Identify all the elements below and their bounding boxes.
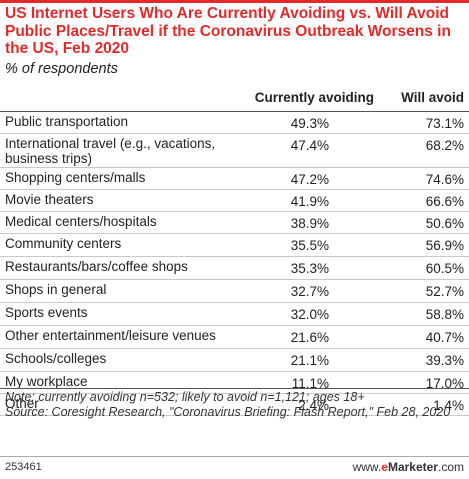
value-will-avoid: 17.0% — [425, 376, 464, 391]
value-currently-avoiding: 32.7% — [290, 284, 329, 299]
table-row: Other 2.4% 1.4% — [0, 394, 469, 416]
row-label: International travel (e.g., vacations, b… — [5, 136, 216, 166]
value-currently-avoiding: 11.1% — [291, 376, 329, 391]
chart-title: US Internet Users Who Are Currently Avoi… — [5, 5, 451, 57]
value-will-avoid: 50.6% — [425, 216, 464, 231]
table-row: Schools/colleges 21.1% 39.3% — [0, 349, 469, 372]
value-will-avoid: 74.6% — [425, 172, 464, 187]
brand-name: Marketer — [387, 460, 438, 474]
brand-e: e — [381, 460, 388, 474]
chart-id: 253461 — [5, 461, 42, 473]
value-currently-avoiding: 21.6% — [290, 330, 329, 345]
value-currently-avoiding: 35.5% — [290, 238, 329, 253]
note-text: Note: currently avoiding n=532; likely t… — [5, 390, 365, 404]
table-row: Shopping centers/malls 47.2% 74.6% — [0, 168, 469, 190]
row-label: Shopping centers/malls — [5, 170, 146, 185]
value-will-avoid: 66.6% — [425, 194, 464, 209]
footer-divider — [0, 456, 469, 457]
row-label: Other — [5, 396, 39, 411]
table-row: Restaurants/bars/coffee shops 35.3% 60.5% — [0, 257, 469, 280]
row-label: My workplace — [5, 374, 88, 389]
table-row: My workplace 11.1% 17.0% — [0, 372, 469, 394]
value-currently-avoiding: 38.9% — [290, 216, 329, 231]
column-header-will-avoid: Will avoid — [401, 90, 464, 105]
value-will-avoid: 73.1% — [425, 116, 464, 131]
row-label: Community centers — [5, 236, 122, 251]
value-will-avoid: 68.2% — [425, 138, 464, 153]
source-text: Source: Coresight Research, "Coronavirus… — [5, 404, 451, 419]
row-label: Public transportation — [5, 114, 129, 129]
column-header-currently-avoiding: Currently avoiding — [254, 90, 374, 105]
value-currently-avoiding: 21.1% — [290, 353, 329, 368]
table-row: Public transportation 49.3% 73.1% — [0, 112, 469, 134]
brand-prefix: www. — [352, 460, 382, 474]
table-header: Currently avoiding Will avoid — [0, 90, 469, 112]
header-divider — [0, 111, 469, 112]
value-currently-avoiding: 47.4% — [290, 138, 329, 153]
table-row: Shops in general 32.7% 52.7% — [0, 280, 469, 303]
value-currently-avoiding: 47.2% — [290, 172, 329, 187]
chart-subtitle: % of respondents — [5, 61, 118, 77]
value-will-avoid: 58.8% — [425, 307, 464, 322]
table-row: Other entertainment/leisure venues 21.6% 4… — [0, 326, 469, 349]
value-currently-avoiding: 41.9% — [290, 194, 329, 209]
value-will-avoid: 1.4% — [433, 398, 464, 413]
row-label: Shops in general — [5, 282, 107, 297]
table-row: Sports events 32.0% 58.8% — [0, 303, 469, 326]
table-row: Movie theaters 41.9% 66.6% — [0, 190, 469, 212]
value-will-avoid: 39.3% — [425, 353, 464, 368]
value-will-avoid: 40.7% — [425, 330, 464, 345]
brand-suffix: .com — [437, 460, 464, 474]
row-label: Sports events — [5, 305, 88, 320]
row-label: Restaurants/bars/coffee shops — [5, 259, 188, 274]
note-block: Note: currently avoiding n=532; likely t… — [5, 390, 465, 419]
value-currently-avoiding: 35.3% — [290, 261, 329, 276]
row-label: Schools/colleges — [5, 351, 107, 366]
value-currently-avoiding: 32.0% — [290, 307, 329, 322]
row-label: Medical centers/hospitals — [5, 214, 157, 229]
value-will-avoid: 52.7% — [425, 284, 464, 299]
table-row: Medical centers/hospitals 38.9% 50.6% — [0, 212, 469, 234]
row-label: Other entertainment/leisure venues — [5, 328, 216, 343]
top-accent-rule — [0, 0, 469, 3]
brand-logo: www.eMarketer.com — [353, 460, 464, 474]
value-currently-avoiding: 49.3% — [290, 116, 329, 131]
table-row: Community centers 35.5% 56.9% — [0, 234, 469, 257]
row-label: Movie theaters — [5, 192, 94, 207]
value-currently-avoiding: 2.4% — [298, 398, 329, 413]
value-will-avoid: 56.9% — [425, 238, 464, 253]
data-table: Public transportation 49.3% 73.1% Internati… — [0, 112, 469, 416]
value-will-avoid: 60.5% — [425, 261, 464, 276]
table-bottom-divider — [0, 388, 469, 389]
table-row: International travel (e.g., vacations, b… — [0, 134, 469, 168]
